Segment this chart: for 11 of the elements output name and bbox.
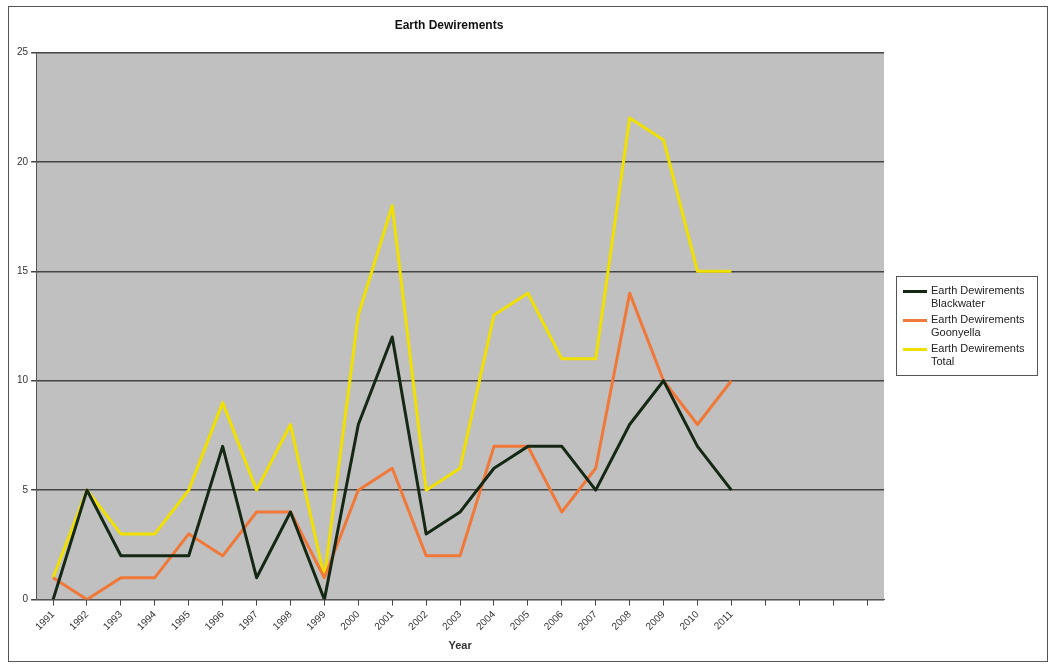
y-tick-label: 15 <box>17 265 29 277</box>
y-tick-label: 5 <box>22 483 29 495</box>
legend-label: Earth Dewirements Total <box>931 341 1026 368</box>
y-tick-label: 0 <box>22 593 29 605</box>
y-tick-label: 25 <box>17 46 29 58</box>
x-axis-title: Year <box>448 639 473 652</box>
chart-title: Earth Dewirements <box>394 17 504 32</box>
legend-label: Earth Dewirements Blackwater <box>931 283 1026 310</box>
y-tick-label: 20 <box>17 155 29 167</box>
y-tick-label: 10 <box>17 374 29 386</box>
legend-label: Earth Dewirements Goonyella <box>931 312 1026 339</box>
